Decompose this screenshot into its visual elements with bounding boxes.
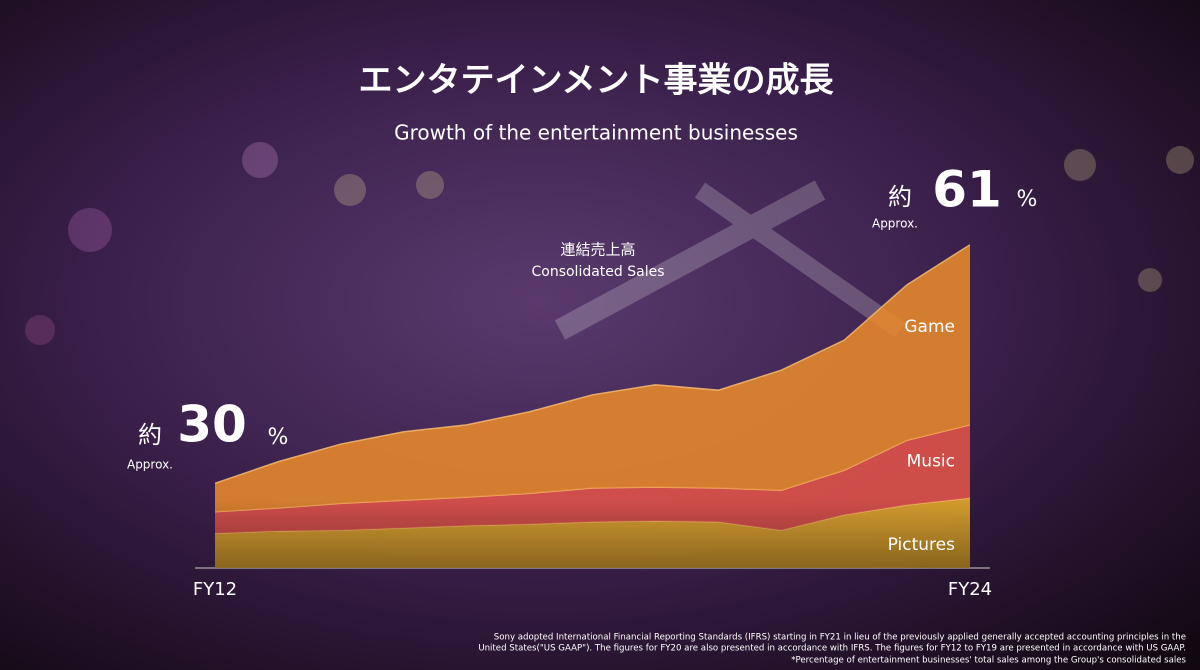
legend-label: Game <box>904 317 955 337</box>
annotation: 約 30 % Approx. <box>127 396 288 472</box>
area-edge <box>215 244 970 485</box>
annotation-value: 30 <box>177 396 247 454</box>
x-tick-label: FY12 <box>193 579 237 600</box>
annotation-unit: % <box>1017 187 1038 212</box>
footnote: *Percentage of entertainment businesses'… <box>791 656 1186 666</box>
plot-fade <box>215 500 970 568</box>
annotation-note: Approx. <box>872 217 918 231</box>
legend-label: Music <box>907 451 955 471</box>
annotation-prefix: 約 <box>138 421 162 449</box>
annotation-prefix: 約 <box>888 183 912 211</box>
legend-label: Pictures <box>888 535 955 555</box>
footnote: Sony adopted International Financial Rep… <box>494 633 1186 643</box>
annotation-unit: % <box>268 425 289 450</box>
series-label-ja: 連結売上高 <box>560 241 635 259</box>
annotation-value: 61 <box>932 161 1002 219</box>
series-label-en: Consolidated Sales <box>531 264 664 280</box>
annotation: 約 61 % Approx. <box>872 161 1037 231</box>
area <box>215 244 970 512</box>
annotation-note: Approx. <box>127 458 173 472</box>
footnote: United States("US GAAP"). The figures fo… <box>478 644 1186 654</box>
bokeh <box>25 142 1194 345</box>
subtitle: Growth of the entertainment businesses <box>394 121 798 145</box>
x-tick-label: FY24 <box>948 579 992 600</box>
title: エンタテインメント事業の成長 <box>359 61 835 101</box>
footnotes: Sony adopted International Financial Rep… <box>478 633 1186 666</box>
